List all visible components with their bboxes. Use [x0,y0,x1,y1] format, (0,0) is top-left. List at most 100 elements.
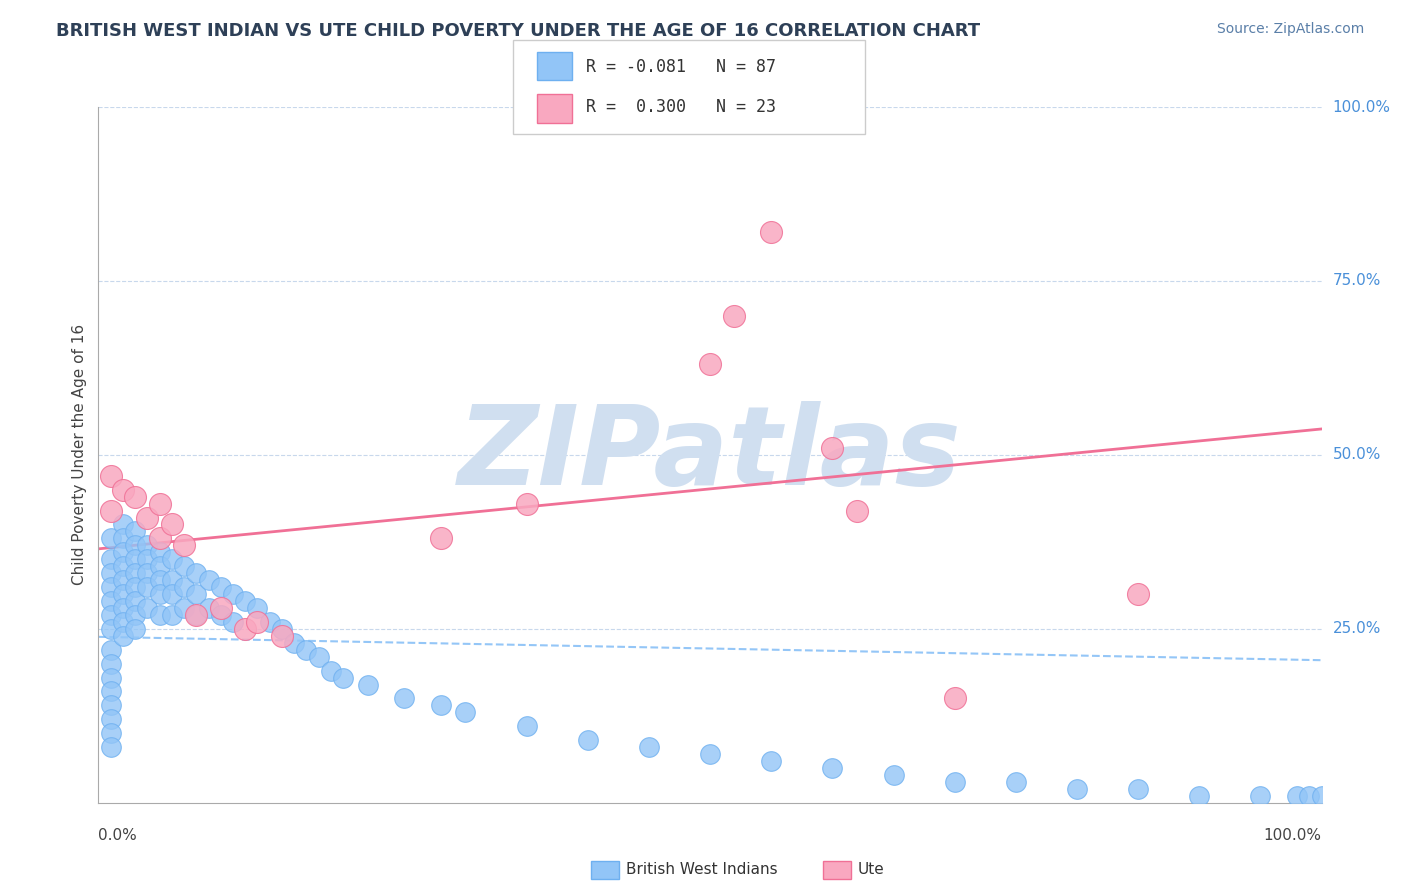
Point [186,607,208,622]
Point [100,468,122,483]
Point [319,664,342,678]
Point [124,580,146,594]
Point [1188,789,1211,803]
Text: Ute: Ute [858,863,884,877]
Point [111,559,134,574]
Point [100,657,122,671]
Text: R = -0.081   N = 87: R = -0.081 N = 87 [586,58,776,76]
Point [246,615,269,629]
Point [160,587,183,601]
Point [209,601,232,615]
Point [124,594,146,608]
Point [943,691,966,706]
Point [430,698,453,713]
Text: 75.0%: 75.0% [1333,274,1381,288]
Point [124,607,146,622]
Point [136,510,159,524]
Point [1249,789,1271,803]
Text: 100.0%: 100.0% [1264,828,1322,843]
Point [100,594,122,608]
Point [761,225,783,239]
Point [160,517,183,532]
Point [100,642,122,657]
Point [100,580,122,594]
Point [186,587,208,601]
Point [883,768,905,782]
Point [515,719,537,733]
Point [1310,789,1333,803]
Point [233,622,256,636]
Point [1128,781,1150,796]
Point [454,706,477,720]
Text: 100.0%: 100.0% [1333,100,1391,114]
Point [100,698,122,713]
Point [100,671,122,685]
Point [821,441,844,455]
Point [124,490,146,504]
Point [100,607,122,622]
Point [173,559,195,574]
Point [149,532,172,546]
Point [637,740,661,755]
Point [392,691,416,706]
Point [576,733,599,747]
Point [136,538,159,552]
Point [197,573,219,587]
Point [160,573,183,587]
Point [845,503,868,517]
Point [356,677,378,691]
Point [246,601,269,615]
Point [111,629,134,643]
Point [173,538,195,552]
Point [943,775,966,789]
Point [259,615,281,629]
Text: 25.0%: 25.0% [1333,622,1381,636]
Point [222,587,245,601]
Point [233,594,256,608]
Point [1286,789,1309,803]
Point [124,552,146,566]
Y-axis label: Child Poverty Under the Age of 16: Child Poverty Under the Age of 16 [72,325,87,585]
Point [699,358,721,372]
Point [149,607,172,622]
Point [283,636,305,650]
Text: 50.0%: 50.0% [1333,448,1381,462]
Point [173,601,195,615]
Point [111,532,134,546]
Point [100,622,122,636]
Point [136,552,159,566]
Point [100,712,122,726]
Point [100,532,122,546]
Point [209,580,232,594]
Text: British West Indians: British West Indians [626,863,778,877]
Text: Source: ZipAtlas.com: Source: ZipAtlas.com [1216,22,1364,37]
Point [100,726,122,740]
Point [111,573,134,587]
Point [149,587,172,601]
Text: 0.0%: 0.0% [98,828,138,843]
Point [149,497,172,511]
Point [160,552,183,566]
Point [761,754,783,768]
Point [270,629,294,643]
Point [149,573,172,587]
Point [295,642,318,657]
Point [136,566,159,581]
Point [197,601,219,615]
Point [100,684,122,698]
Point [173,580,195,594]
Point [160,607,183,622]
Point [100,503,122,517]
Point [100,740,122,755]
Point [270,622,294,636]
Point [186,566,208,581]
Text: BRITISH WEST INDIAN VS UTE CHILD POVERTY UNDER THE AGE OF 16 CORRELATION CHART: BRITISH WEST INDIAN VS UTE CHILD POVERTY… [56,22,980,40]
Point [149,559,172,574]
Point [515,497,537,511]
Point [1128,587,1150,601]
Point [111,545,134,559]
Point [222,615,245,629]
Point [100,566,122,581]
Point [821,761,844,775]
Point [136,580,159,594]
